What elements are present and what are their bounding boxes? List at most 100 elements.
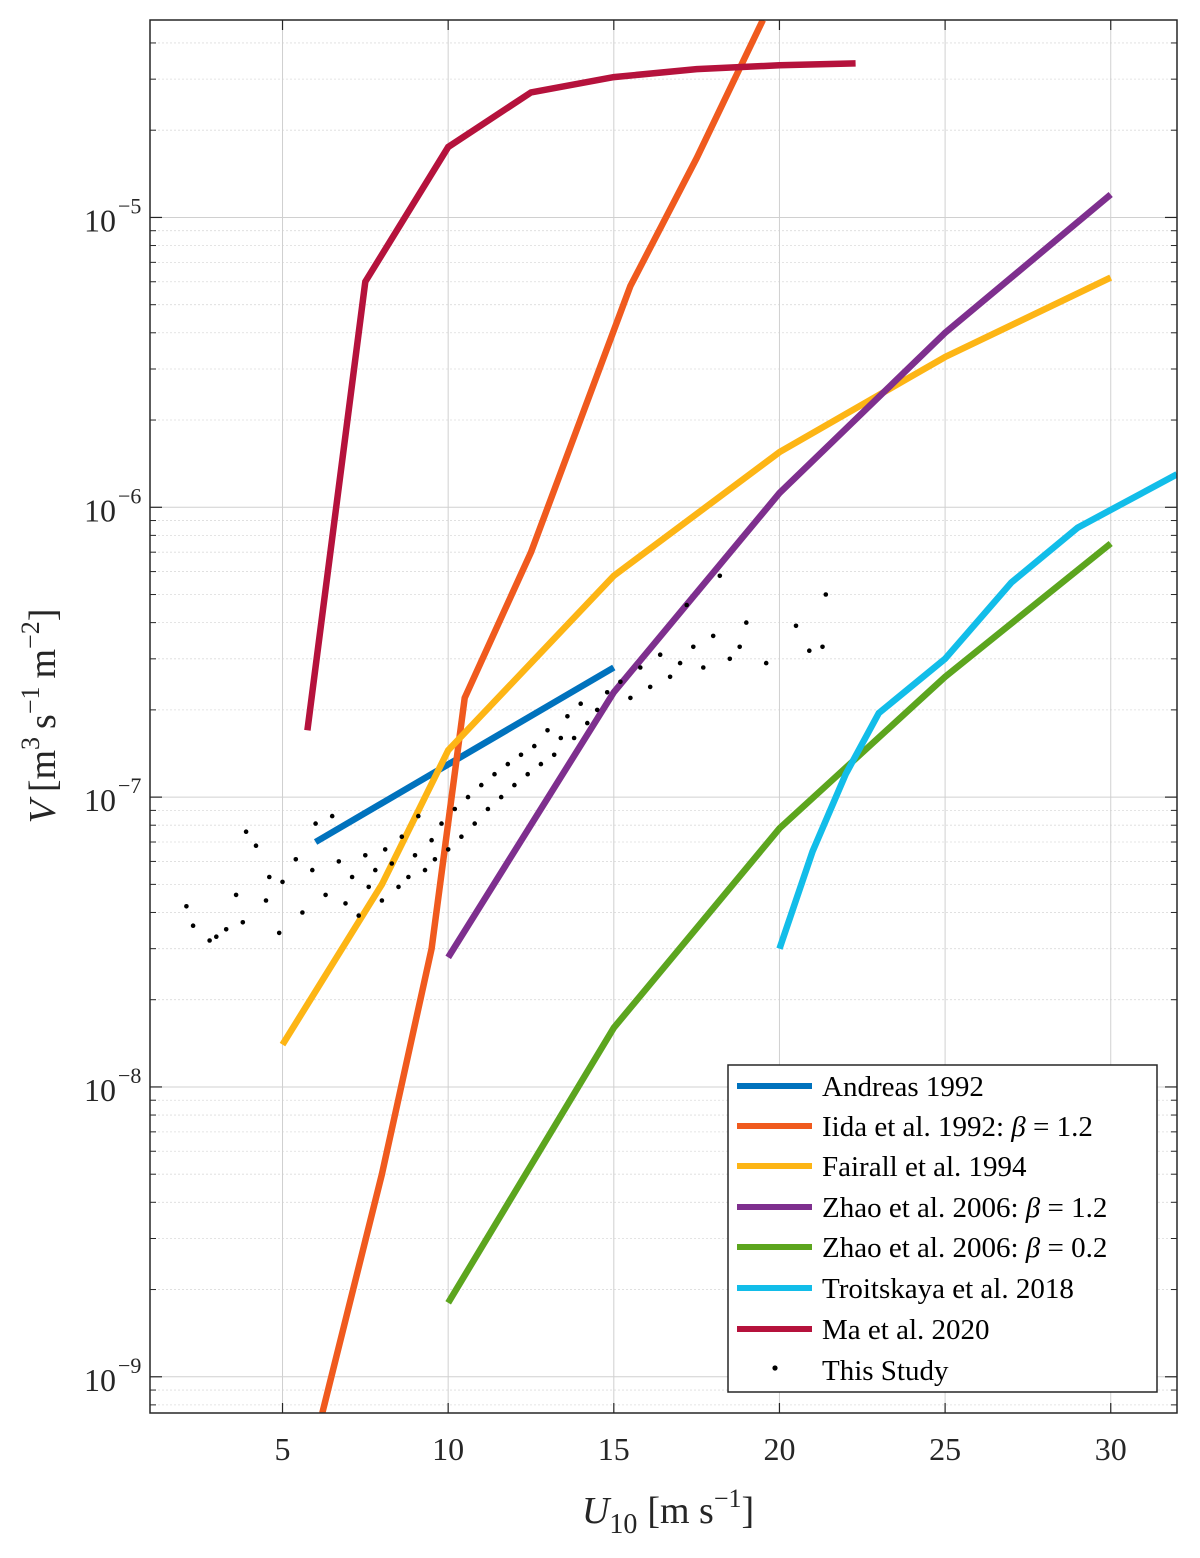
scatter-point xyxy=(823,592,829,597)
scatter-point xyxy=(691,644,696,650)
scatter-point xyxy=(280,879,285,885)
scatter-point xyxy=(532,743,537,749)
scatter-point xyxy=(657,652,663,657)
y-tick-exponent: −6 xyxy=(118,483,141,508)
scatter-point xyxy=(422,867,428,873)
scatter-point xyxy=(763,660,769,666)
legend-label-troitskaya-2018: Troitskaya et al. 2018 xyxy=(822,1273,1074,1305)
legend-label-iida-value: = 1.2 xyxy=(1026,1111,1093,1143)
y-tick-exponent: −7 xyxy=(118,773,141,798)
scatter-point xyxy=(667,674,673,680)
scatter-point xyxy=(190,923,196,928)
x-label-symbol: U xyxy=(582,1490,612,1532)
scatter-point xyxy=(366,884,372,890)
series-line-zhao-et-al-2006-0-2 xyxy=(445,540,1113,1305)
x-tick-label: 30 xyxy=(1095,1431,1127,1467)
scatter-point xyxy=(793,623,799,629)
legend-item-zhao-2006-b02: Zhao et al. 2006: β = 0.2 xyxy=(737,1232,1107,1264)
scatter-point xyxy=(396,884,401,890)
scatter-point xyxy=(479,782,484,788)
legend-item-this-study: This Study xyxy=(772,1355,949,1387)
scatter-point xyxy=(349,874,355,880)
y-tick-exponent: −9 xyxy=(118,1353,141,1378)
scatter-point xyxy=(233,892,239,898)
y-label-symbol: V xyxy=(22,796,64,823)
legend-swatch-this-study xyxy=(772,1365,778,1371)
scatter-point xyxy=(647,684,653,690)
legend-item-zhao-2006-b12: Zhao et al. 2006: β = 1.2 xyxy=(737,1192,1107,1224)
scatter-point xyxy=(492,771,497,777)
scatter-point xyxy=(267,874,272,880)
y-label-unit-2: s xyxy=(22,714,64,729)
series-line-fairall-et-al-1994 xyxy=(279,274,1113,1047)
legend-label-zhao12-text: Zhao et al. 2006: xyxy=(822,1192,1026,1224)
plot-frame xyxy=(149,19,1178,1414)
y-tick-exponent: −5 xyxy=(118,193,141,218)
x-axis: 5 10 15 20 25 30 xyxy=(275,20,1127,1467)
legend-label-zhao12-beta: β xyxy=(1025,1192,1041,1224)
scatter-point xyxy=(744,620,749,625)
scatter-point xyxy=(263,898,269,903)
y-label-bracket: ] xyxy=(22,609,64,622)
x-tick-label: 10 xyxy=(432,1431,464,1467)
scatter-point xyxy=(585,720,590,726)
scatter-point xyxy=(356,913,362,918)
y-axis-label: V [m3 s−1 m−2] xyxy=(16,609,64,824)
series-line-ma-et-al-2020 xyxy=(304,60,856,731)
series-line-troitskaya-et-al-2018 xyxy=(776,471,1177,950)
scatter-point xyxy=(336,859,342,864)
y-label-unit-3: m xyxy=(22,649,64,679)
legend-label-iida-beta: β xyxy=(1010,1111,1026,1143)
scatter-point xyxy=(538,761,544,767)
scatter-point xyxy=(638,665,643,670)
scatter-point xyxy=(432,857,438,862)
legend-label-zhao12-value: = 1.2 xyxy=(1040,1192,1107,1224)
legend-label-ma-2020: Ma et al. 2020 xyxy=(822,1314,990,1346)
scatter-point xyxy=(399,834,405,839)
scatter-point xyxy=(416,813,421,819)
scatter-point xyxy=(184,904,189,909)
x-axis-label: U10 [m s−1] xyxy=(582,1484,754,1540)
scatter-point xyxy=(452,806,458,812)
scatter-point xyxy=(293,857,299,862)
scatter-point xyxy=(445,847,451,852)
x-label-unit: [m s xyxy=(647,1490,714,1532)
scatter-point xyxy=(300,910,305,915)
x-label-subscript: 10 xyxy=(609,1509,637,1540)
legend-item-troitskaya-2018: Troitskaya et al. 2018 xyxy=(737,1273,1074,1305)
legend-item-andreas-1992: Andreas 1992 xyxy=(737,1071,984,1103)
legend-label-zhao02-text: Zhao et al. 2006: xyxy=(822,1232,1026,1264)
legend-item-iida-1992: Iida et al. 1992: β = 1.2 xyxy=(737,1111,1093,1143)
scatter-group xyxy=(184,573,829,943)
scatter-point xyxy=(727,656,733,662)
y-tick-label: 10 xyxy=(84,202,116,238)
scatter-point xyxy=(551,752,557,758)
scatter-point xyxy=(578,701,583,706)
legend-label-zhao02-beta: β xyxy=(1025,1232,1041,1264)
x-tick-label: 5 xyxy=(275,1431,291,1467)
scatter-point xyxy=(363,853,368,858)
y-tick-label: 10 xyxy=(84,1362,116,1398)
x-tick-label: 25 xyxy=(929,1431,961,1467)
scatter-point xyxy=(505,761,511,767)
scatter-point xyxy=(677,660,683,666)
legend-label-zhao02-value: = 0.2 xyxy=(1040,1232,1107,1264)
scatter-point xyxy=(329,813,335,819)
y-tick-label: 10 xyxy=(84,1072,116,1108)
legend: Andreas 1992 Iida et al. 1992: β = 1.2 F… xyxy=(727,1064,1158,1393)
scatter-point xyxy=(439,821,444,826)
scatter-point xyxy=(737,644,742,650)
scatter-point xyxy=(558,735,564,741)
legend-item-ma-2020: Ma et al. 2020 xyxy=(737,1314,990,1346)
y-tick-exponent: −8 xyxy=(118,1063,141,1088)
scatter-point xyxy=(594,707,600,713)
legend-item-fairall-1994: Fairall et al. 1994 xyxy=(737,1151,1027,1183)
legend-label-andreas-1992: Andreas 1992 xyxy=(822,1071,984,1103)
scatter-point xyxy=(512,782,517,788)
scatter-point xyxy=(223,927,229,932)
legend-label-iida-text: Iida et al. 1992: xyxy=(822,1111,1011,1143)
scatter-point xyxy=(389,861,395,866)
scatter-point xyxy=(276,930,282,936)
scatter-point xyxy=(604,690,610,695)
